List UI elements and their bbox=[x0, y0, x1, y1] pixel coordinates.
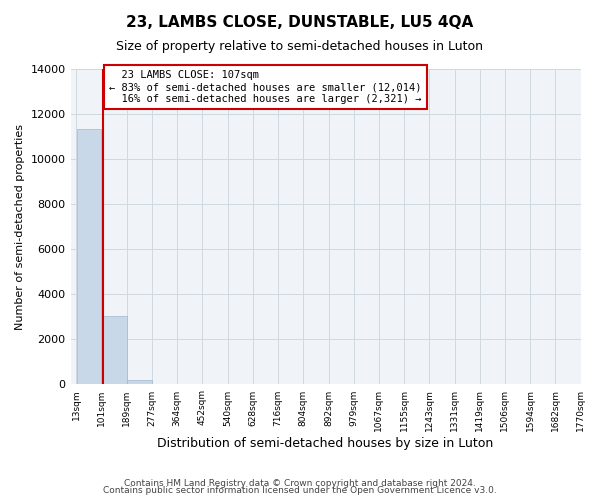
Bar bbox=[77, 128, 101, 384]
Bar bbox=[102, 316, 127, 384]
Text: Size of property relative to semi-detached houses in Luton: Size of property relative to semi-detach… bbox=[116, 40, 484, 53]
Text: 23, LAMBS CLOSE, DUNSTABLE, LU5 4QA: 23, LAMBS CLOSE, DUNSTABLE, LU5 4QA bbox=[127, 15, 473, 30]
Text: 23 LAMBS CLOSE: 107sqm
← 83% of semi-detached houses are smaller (12,014)
  16% : 23 LAMBS CLOSE: 107sqm ← 83% of semi-det… bbox=[109, 70, 421, 104]
Bar bbox=[127, 380, 152, 384]
Y-axis label: Number of semi-detached properties: Number of semi-detached properties bbox=[15, 124, 25, 330]
Text: Contains public sector information licensed under the Open Government Licence v3: Contains public sector information licen… bbox=[103, 486, 497, 495]
X-axis label: Distribution of semi-detached houses by size in Luton: Distribution of semi-detached houses by … bbox=[157, 437, 494, 450]
Text: Contains HM Land Registry data © Crown copyright and database right 2024.: Contains HM Land Registry data © Crown c… bbox=[124, 478, 476, 488]
